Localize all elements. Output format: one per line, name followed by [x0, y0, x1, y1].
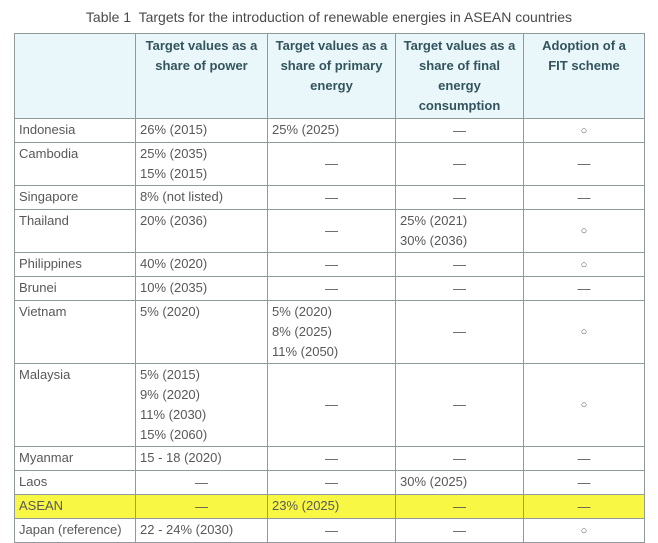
cell-country: Vietnam: [14, 300, 136, 364]
cell-final: —: [395, 276, 524, 301]
row-indonesia: Indonesia 26% (2015) 25% (2025) — ○: [14, 118, 645, 143]
row-brunei: Brunei 10% (2035) — — —: [14, 276, 645, 301]
cell-primary: —: [267, 209, 396, 253]
cell-country: Indonesia: [14, 118, 136, 143]
cell-primary: 25% (2025): [267, 118, 396, 143]
cell-final: —: [395, 446, 524, 471]
cell-primary: —: [267, 142, 396, 186]
row-singapore: Singapore 8% (not listed) — — —: [14, 185, 645, 210]
cell-primary: 23% (2025): [267, 494, 396, 519]
cell-country: Malaysia: [14, 363, 136, 447]
cell-primary: —: [267, 446, 396, 471]
cell-fit: —: [523, 185, 645, 210]
row-malaysia: Malaysia 5% (2015) 9% (2020) 11% (2030) …: [14, 363, 645, 447]
cell-primary: —: [267, 363, 396, 447]
row-philippines: Philippines 40% (2020) — — ○: [14, 252, 645, 277]
cell-primary: —: [267, 470, 396, 495]
cell-country: ASEAN: [14, 494, 136, 519]
cell-country: Philippines: [14, 252, 136, 277]
cell-fit: —: [523, 494, 645, 519]
cell-power: 5% (2020): [135, 300, 268, 364]
cell-power: —: [135, 494, 268, 519]
row-myanmar: Myanmar 15 - 18 (2020) — — —: [14, 446, 645, 471]
cell-country: Myanmar: [14, 446, 136, 471]
cell-fit: —: [523, 446, 645, 471]
cell-fit: ○: [523, 300, 645, 364]
cell-power: 20% (2036): [135, 209, 268, 253]
cell-primary: —: [267, 252, 396, 277]
table-caption: Table 1 Targets for the introduction of …: [85, 9, 573, 25]
row-laos: Laos — — 30% (2025) —: [14, 470, 645, 495]
cell-power: 8% (not listed): [135, 185, 268, 210]
cell-power: 22 - 24% (2030): [135, 518, 268, 543]
cell-power: 15 - 18 (2020): [135, 446, 268, 471]
row-vietnam: Vietnam 5% (2020) 5% (2020) 8% (2025) 11…: [14, 300, 645, 364]
cell-final: —: [395, 300, 524, 364]
cell-final: 25% (2021) 30% (2036): [395, 209, 524, 253]
cell-final: —: [395, 142, 524, 186]
cell-final: —: [395, 252, 524, 277]
cell-country: Cambodia: [14, 142, 136, 186]
cell-final: —: [395, 363, 524, 447]
cell-final: 30% (2025): [395, 470, 524, 495]
cell-primary: —: [267, 276, 396, 301]
cell-primary: 5% (2020) 8% (2025) 11% (2050): [267, 300, 396, 364]
cell-fit: ○: [523, 118, 645, 143]
cell-country: Japan (reference): [14, 518, 136, 543]
header-share-of-final-energy: Target values as a share of final energy…: [395, 33, 524, 119]
cell-fit: ○: [523, 518, 645, 543]
header-row: Target values as a share of power Target…: [14, 33, 645, 119]
cell-final: —: [395, 518, 524, 543]
cell-fit: ○: [523, 209, 645, 253]
header-country: [14, 33, 136, 119]
targets-table: Target values as a share of power Target…: [14, 33, 645, 543]
header-fit-scheme: Adoption of a FIT scheme: [523, 33, 645, 119]
cell-fit: ○: [523, 252, 645, 277]
cell-country: Thailand: [14, 209, 136, 253]
cell-fit: —: [523, 276, 645, 301]
cell-power: 40% (2020): [135, 252, 268, 277]
row-asean-highlighted: ASEAN — 23% (2025) — —: [14, 494, 645, 519]
cell-fit: —: [523, 142, 645, 186]
row-cambodia: Cambodia 25% (2035) 15% (2015) — — —: [14, 142, 645, 186]
cell-country: Brunei: [14, 276, 136, 301]
cell-power: 5% (2015) 9% (2020) 11% (2030) 15% (2060…: [135, 363, 268, 447]
header-share-of-power: Target values as a share of power: [135, 33, 268, 119]
cell-final: —: [395, 185, 524, 210]
cell-primary: —: [267, 518, 396, 543]
cell-primary: —: [267, 185, 396, 210]
cell-final: —: [395, 494, 524, 519]
cell-country: Laos: [14, 470, 136, 495]
cell-power: 25% (2035) 15% (2015): [135, 142, 268, 186]
row-thailand: Thailand 20% (2036) — 25% (2021) 30% (20…: [14, 209, 645, 253]
cell-fit: ○: [523, 363, 645, 447]
cell-power: 10% (2035): [135, 276, 268, 301]
cell-power: —: [135, 470, 268, 495]
row-japan-reference: Japan (reference) 22 - 24% (2030) — — ○: [14, 518, 645, 543]
cell-country: Singapore: [14, 185, 136, 210]
cell-fit: —: [523, 470, 645, 495]
cell-power: 26% (2015): [135, 118, 268, 143]
cell-final: —: [395, 118, 524, 143]
header-share-of-primary-energy: Target values as a share of primary ener…: [267, 33, 396, 119]
